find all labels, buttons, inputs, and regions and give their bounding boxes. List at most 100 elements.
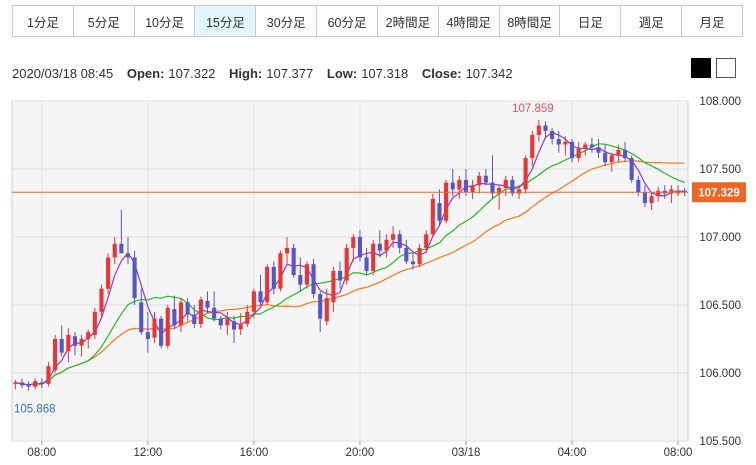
- candle: [298, 257, 303, 292]
- candle-body: [497, 188, 502, 194]
- light-theme-button[interactable]: [716, 58, 736, 78]
- candle-body: [218, 318, 223, 326]
- candle-body: [550, 130, 555, 140]
- tab-3[interactable]: 15分足: [195, 6, 257, 36]
- candle: [497, 185, 502, 210]
- tab-8[interactable]: 8時間足: [500, 6, 561, 36]
- candle: [536, 120, 541, 142]
- y-tick-label: 108.000: [699, 96, 741, 108]
- candle-body: [284, 247, 290, 254]
- candle-body: [397, 234, 402, 248]
- open-label: Open:: [126, 66, 165, 81]
- candle-body: [417, 247, 422, 265]
- tab-11[interactable]: 月足: [699, 15, 725, 30]
- open-value: 107.322: [168, 66, 216, 81]
- candle-body: [33, 381, 38, 387]
- current-price-box: [692, 182, 746, 203]
- candle-body: [410, 261, 416, 265]
- low-label: Low:: [326, 66, 358, 81]
- candle: [152, 311, 157, 344]
- candle-body: [649, 196, 654, 203]
- candle-body: [13, 382, 18, 384]
- candle: [159, 315, 164, 349]
- candle: [596, 139, 601, 159]
- candle: [265, 264, 270, 305]
- candle: [364, 247, 369, 276]
- candle-body: [258, 291, 263, 303]
- candle-body: [457, 179, 462, 190]
- candle: [92, 307, 97, 339]
- candle: [145, 311, 150, 353]
- candle: [483, 169, 488, 186]
- dark-theme-button[interactable]: [691, 58, 711, 78]
- candle: [530, 130, 535, 167]
- candle-body: [86, 332, 91, 339]
- candle-body: [159, 318, 164, 346]
- candle: [251, 288, 256, 319]
- plot-area: [11, 100, 689, 442]
- candle: [357, 230, 362, 262]
- candle: [503, 175, 508, 197]
- candle: [450, 169, 455, 197]
- x-tick-label: 20:00: [346, 447, 375, 459]
- candle-body: [609, 155, 614, 163]
- candle: [59, 325, 64, 357]
- candle-body: [304, 264, 309, 285]
- tab-10[interactable]: 週足: [621, 6, 683, 36]
- tab-9[interactable]: 日足: [560, 6, 622, 36]
- candle: [33, 378, 38, 390]
- candle-body: [583, 144, 588, 149]
- candle-body: [225, 318, 230, 326]
- x-tick-label: 16:00: [240, 447, 269, 459]
- candle-body: [364, 257, 369, 271]
- candle-body: [669, 189, 674, 194]
- candle: [457, 175, 462, 199]
- candle-body: [251, 291, 256, 312]
- candle: [245, 305, 250, 327]
- candle: [424, 230, 429, 254]
- candle-body: [79, 339, 84, 346]
- candle: [649, 192, 654, 210]
- tab-7[interactable]: 4時間足: [439, 6, 500, 36]
- tab-6[interactable]: 2時間足: [378, 6, 439, 36]
- tab-2[interactable]: 10分足: [135, 6, 196, 36]
- candle: [470, 179, 475, 199]
- candle: [198, 296, 203, 329]
- candle: [132, 250, 137, 305]
- candle: [225, 311, 230, 335]
- tab-1[interactable]: 5分足: [74, 6, 135, 36]
- tab-0[interactable]: 1分足: [13, 6, 74, 36]
- candle: [318, 291, 323, 333]
- candle-body: [377, 243, 382, 251]
- candle: [556, 130, 561, 153]
- candle: [238, 313, 243, 335]
- low-value: 107.318: [361, 66, 409, 81]
- candle-body: [463, 179, 469, 193]
- candle-body: [536, 125, 541, 135]
- candle: [410, 253, 416, 270]
- candle: [231, 315, 237, 344]
- candle: [397, 230, 402, 254]
- candle-body: [298, 275, 303, 285]
- candle: [603, 144, 608, 167]
- tab-4[interactable]: 30分足: [256, 6, 318, 36]
- candle: [490, 155, 495, 199]
- candle-body: [39, 382, 44, 384]
- candle: [218, 315, 223, 330]
- candle: [642, 185, 647, 208]
- ma-long-line: [15, 160, 685, 386]
- candle: [311, 258, 316, 299]
- candle-body: [530, 135, 535, 159]
- x-tick-label: 03/18: [452, 447, 481, 459]
- timeframe-tabs: 1分足 5分足 10分足 15分足 30分足 60分足 2時間足 4時間足 8時間足 日足 週足 月足: [12, 5, 743, 37]
- candle: [271, 261, 276, 295]
- candle: [304, 261, 309, 289]
- candle: [19, 378, 24, 388]
- tab-5[interactable]: 60分足: [317, 6, 378, 36]
- current-price-label: 107.329: [698, 187, 740, 199]
- candle-body: [656, 190, 661, 197]
- candle-body: [132, 257, 137, 299]
- candle: [344, 243, 349, 285]
- candle: [165, 305, 170, 349]
- ohlc-info: 2020/03/18 08:45 Open: 107.322 High: 107.3…: [12, 66, 513, 81]
